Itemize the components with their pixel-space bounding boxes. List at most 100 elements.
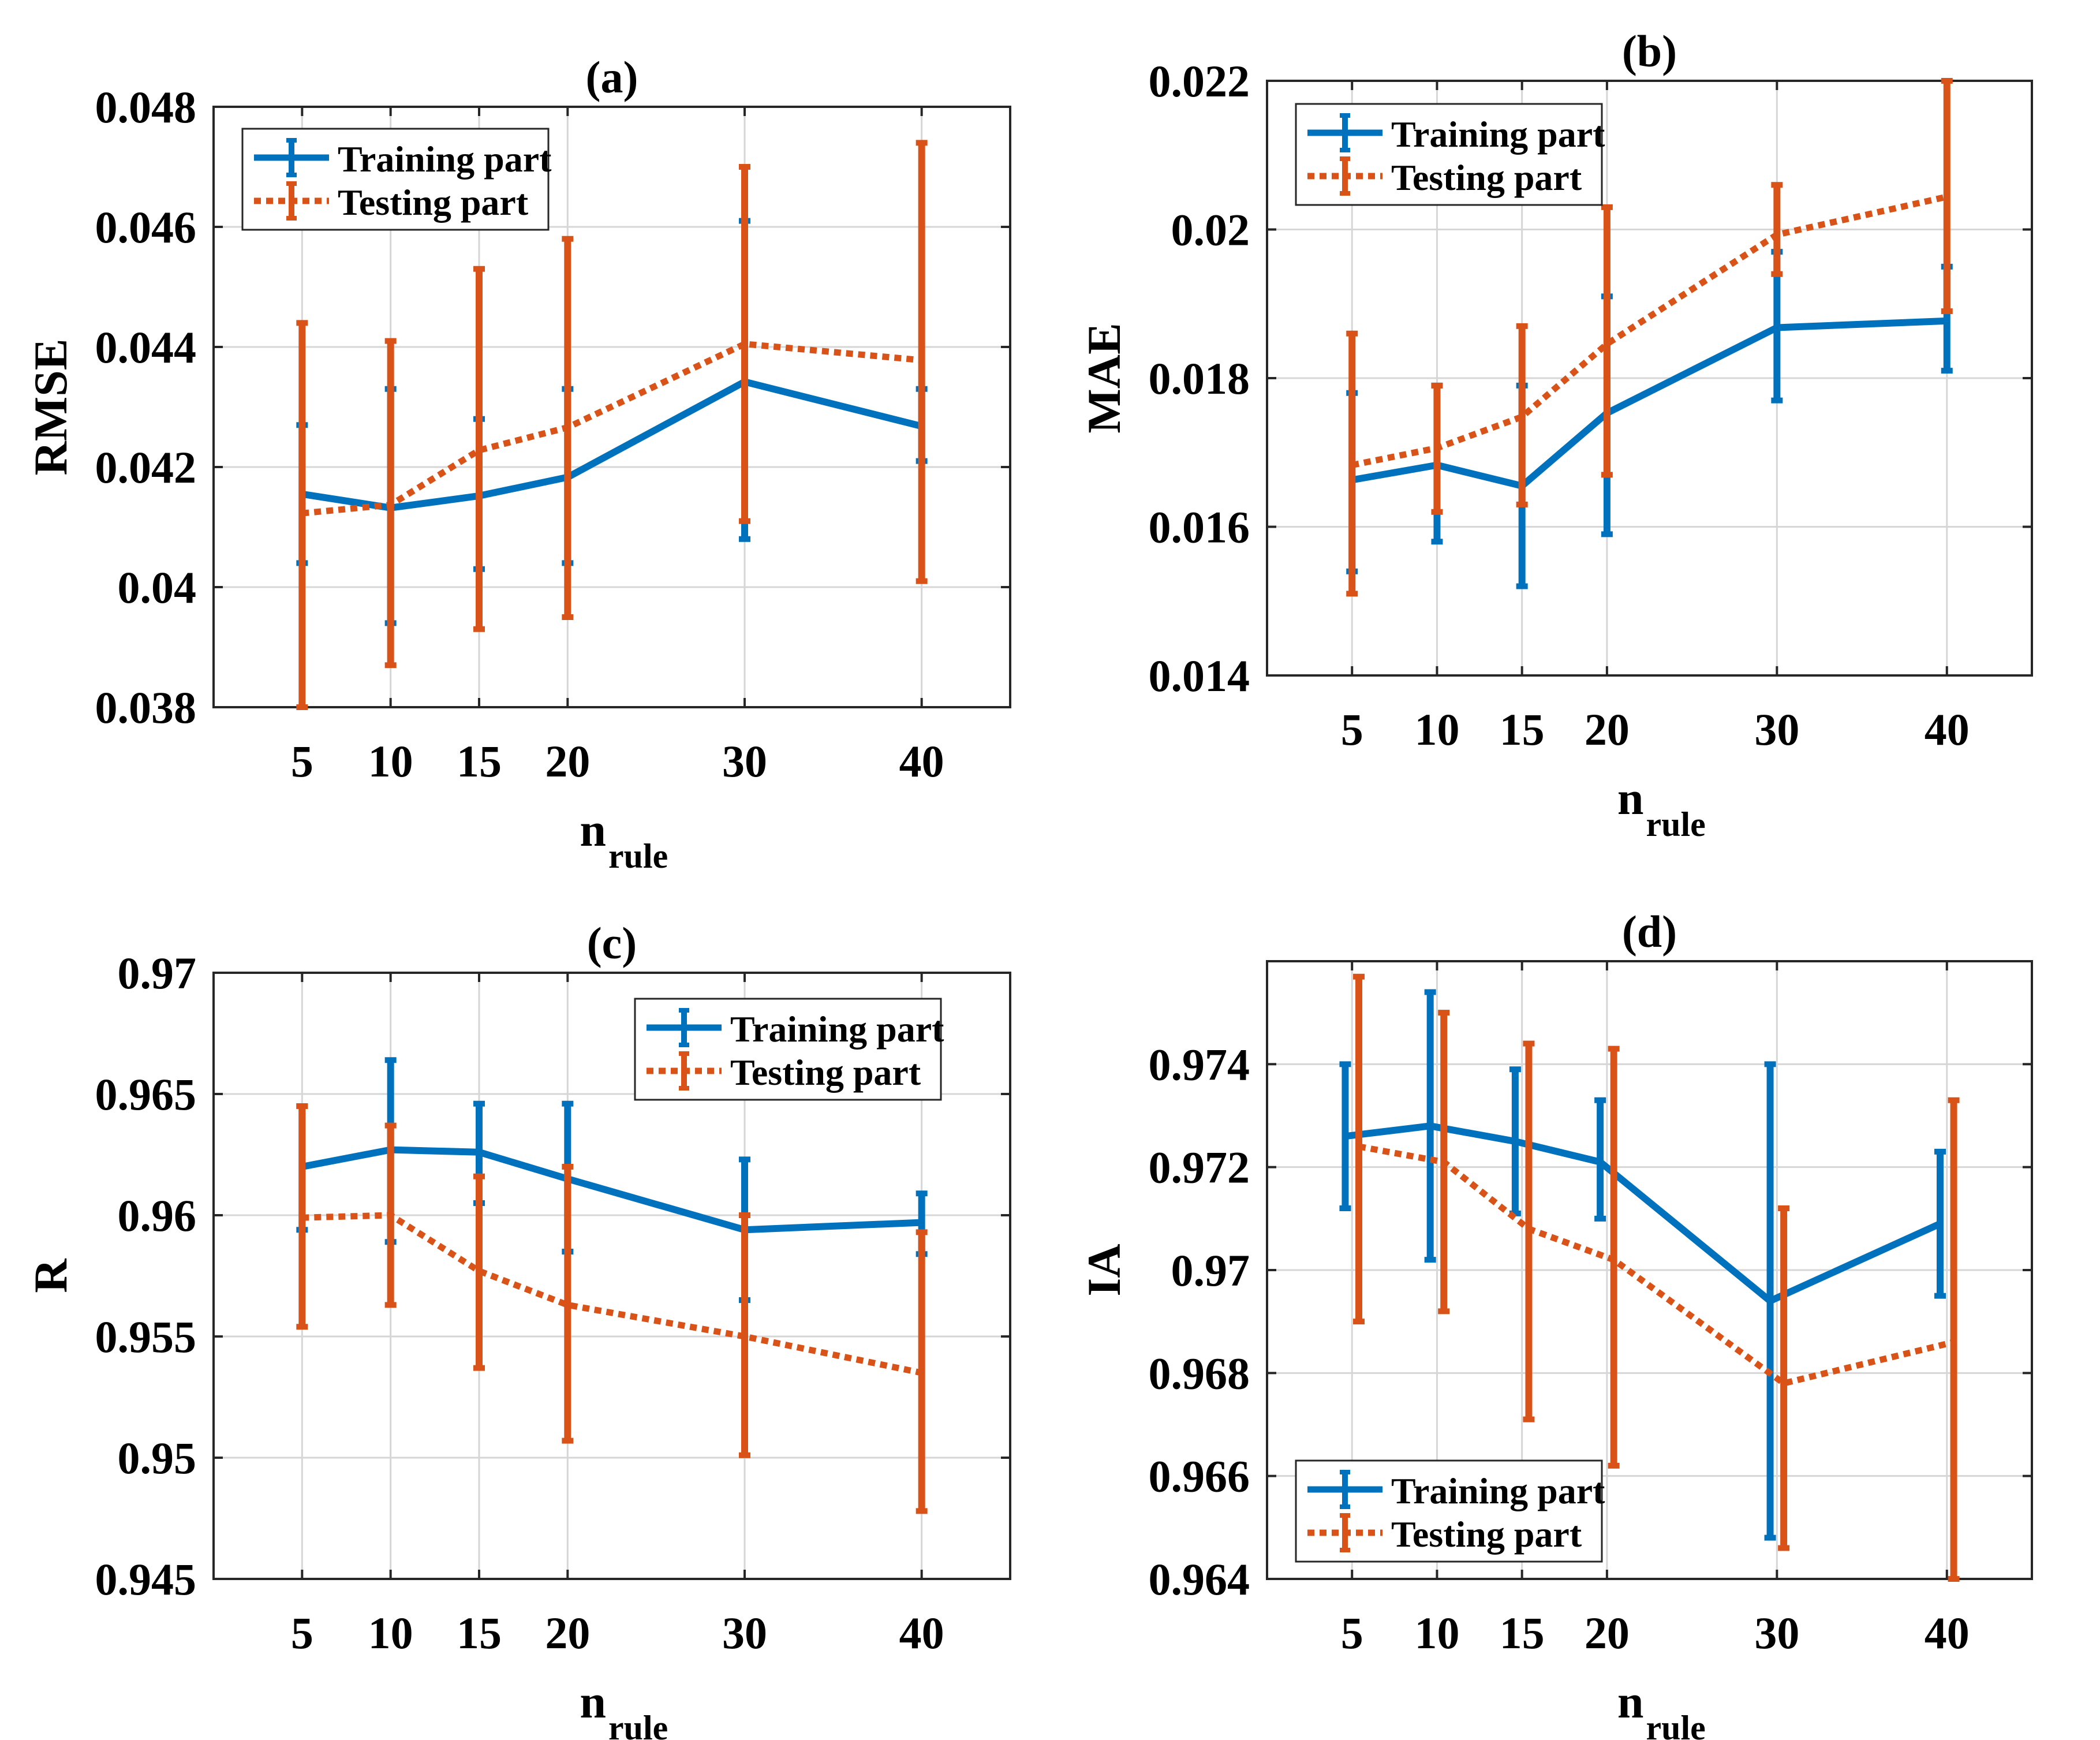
y-tick-label: 0.018 — [1149, 353, 1250, 404]
x-tick-label: 40 — [1925, 704, 1970, 755]
x-tick-label: 30 — [1754, 704, 1799, 755]
error-bar — [1778, 1205, 1790, 1551]
data-point — [1342, 1133, 1348, 1140]
panel-title: (b) — [1622, 26, 1677, 76]
legend-label: Training part — [1391, 114, 1605, 155]
data-point — [1434, 445, 1440, 451]
data-point — [1944, 193, 1950, 200]
x-tick-label: 10 — [368, 1608, 413, 1658]
data-point — [1427, 1123, 1433, 1129]
x-tick-label: 40 — [899, 736, 944, 786]
data-point — [1611, 1257, 1617, 1263]
error-bar — [1601, 204, 1613, 478]
x-axis-label-subscript: rule — [1646, 805, 1706, 843]
data-point — [1441, 1159, 1447, 1165]
x-tick-label: 5 — [291, 736, 313, 786]
x-axis-label-subscript: rule — [608, 1709, 668, 1740]
series-line — [1351, 193, 1948, 469]
y-tick-label: 0.042 — [95, 442, 197, 492]
data-point — [476, 1268, 482, 1274]
data-point — [1774, 324, 1780, 331]
panel-c: 5 10 15 20 30 40 0.945 0.95 0.955 0.96 0.965 0.97 (c… — [24, 918, 1011, 1740]
x-axis-label-main: n — [1617, 772, 1644, 824]
legend-item-testing: Testing part — [1307, 1513, 1582, 1555]
x-axis-label: n rule — [580, 804, 668, 875]
legend-item-testing: Testing part — [254, 181, 529, 223]
axes-box — [212, 972, 1011, 1580]
panel-title: (d) — [1622, 906, 1677, 957]
data-point — [742, 1334, 748, 1339]
data-point — [1937, 1220, 1943, 1227]
panel-a: 5 10 15 20 30 40 0.038 0.04 0.042 0.044 0.046 0.048… — [24, 52, 1011, 875]
axes-box — [212, 106, 1011, 708]
x-tick-label: 5 — [291, 1608, 313, 1658]
y-tick-label: 0.965 — [95, 1069, 197, 1119]
x-tick-label: 15 — [457, 736, 502, 786]
y-axis-label: IA — [1078, 1244, 1130, 1296]
data-point — [1950, 1339, 1957, 1345]
data-point — [1604, 341, 1610, 347]
legend-item-testing: Testing part — [1307, 156, 1582, 198]
x-tick-label: 10 — [1414, 704, 1459, 755]
x-tick-label: 20 — [1585, 704, 1630, 755]
data-point — [1519, 413, 1525, 420]
x-tick-label: 40 — [899, 1608, 944, 1658]
data-point — [565, 1302, 571, 1308]
data-point — [742, 341, 748, 347]
y-tick-label: 0.04 — [118, 562, 197, 613]
data-point — [1781, 1380, 1787, 1387]
x-axis-label: n rule — [1617, 1675, 1706, 1740]
x-tick-label: 30 — [722, 736, 767, 786]
x-axis-label-main: n — [580, 804, 606, 856]
series-testing — [1353, 973, 1960, 1582]
data-point — [299, 510, 305, 517]
legend-item-testing: Testing part — [647, 1051, 921, 1093]
series-line — [301, 341, 922, 517]
x-tick-label: 20 — [1585, 1608, 1630, 1658]
y-tick-label: 0.038 — [95, 682, 197, 733]
x-axis-label-subscript: rule — [1646, 1709, 1706, 1740]
y-tick-label: 0.014 — [1149, 651, 1250, 701]
y-tick-label: 0.97 — [1171, 1245, 1250, 1295]
series-testing — [296, 140, 928, 710]
data-point — [1597, 1159, 1604, 1165]
legend-item-training: Training part — [1307, 1470, 1605, 1511]
y-tick-label: 0.95 — [118, 1433, 197, 1483]
legend-label: Training part — [730, 1009, 944, 1050]
y-tick-label: 0.972 — [1149, 1142, 1250, 1193]
y-tick-label: 0.974 — [1149, 1039, 1250, 1089]
data-point — [1526, 1226, 1532, 1232]
y-tick-label: 0.964 — [1149, 1554, 1250, 1604]
x-tick-label: 20 — [545, 1608, 590, 1658]
data-point — [1349, 462, 1355, 468]
legend-label: Testing part — [338, 182, 529, 223]
x-tick-label: 15 — [1500, 704, 1545, 755]
x-tick-label: 15 — [1500, 1608, 1545, 1658]
panel-title: (c) — [587, 918, 637, 968]
x-tick-label: 15 — [457, 1608, 502, 1658]
y-tick-label: 0.966 — [1149, 1451, 1250, 1502]
data-point — [1767, 1298, 1773, 1304]
x-tick-label: 40 — [1925, 1608, 1970, 1658]
x-tick-label: 30 — [722, 1608, 767, 1658]
panel-title: (a) — [586, 52, 638, 102]
y-axis-label: MAE — [1078, 323, 1130, 433]
y-tick-label: 0.022 — [1149, 56, 1250, 106]
y-tick-label: 0.968 — [1149, 1348, 1250, 1398]
series-line — [302, 1212, 922, 1376]
legend-label: Testing part — [730, 1052, 921, 1093]
data-point — [1512, 1138, 1518, 1145]
legend-label: Testing part — [1391, 157, 1582, 198]
series-testing — [1346, 78, 1953, 597]
legend-label: Training part — [338, 139, 552, 180]
data-point — [476, 1149, 482, 1155]
x-tick-label: 30 — [1754, 1608, 1799, 1658]
series-testing — [296, 1103, 928, 1514]
x-axis-label: n rule — [580, 1675, 668, 1740]
y-tick-label: 0.945 — [95, 1554, 197, 1604]
legend-item-training: Training part — [1307, 113, 1605, 155]
